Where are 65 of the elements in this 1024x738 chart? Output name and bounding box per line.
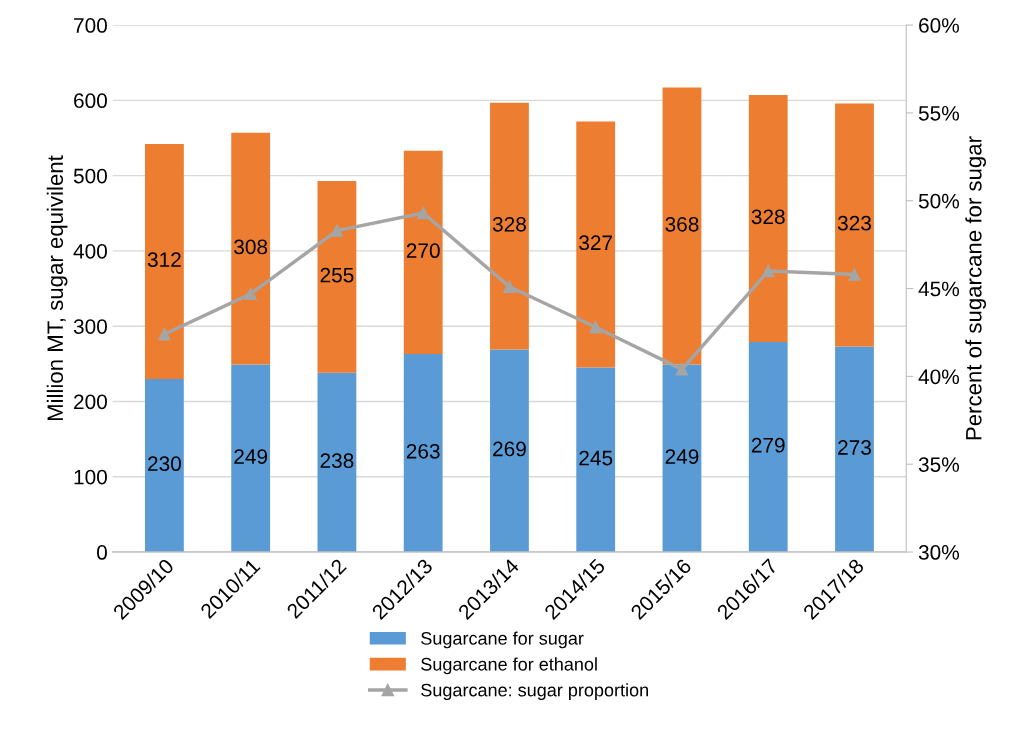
bar xyxy=(835,103,874,347)
y-tick-label: 0 xyxy=(97,545,107,560)
y2-tick-label: 30% xyxy=(918,545,959,560)
y2-tick-label: 55% xyxy=(918,106,959,121)
point xyxy=(158,327,171,341)
y-tick-label: 300 xyxy=(73,319,107,334)
y2-tick-label: 45% xyxy=(918,281,959,297)
y-tick-label: 200 xyxy=(74,394,107,410)
data-label: 238 xyxy=(320,453,354,469)
data-label: 255 xyxy=(320,267,354,283)
point xyxy=(675,363,689,376)
bar xyxy=(748,95,788,342)
bar xyxy=(403,354,443,553)
y-tick-label: 600 xyxy=(74,93,107,109)
y-tick-label: 400 xyxy=(73,243,107,259)
bar xyxy=(231,132,271,365)
bar xyxy=(403,150,443,355)
bar xyxy=(317,372,357,553)
data-label: 230 xyxy=(148,456,181,472)
data-label: 327 xyxy=(579,235,613,251)
data-label: 279 xyxy=(751,437,785,453)
data-label: 328 xyxy=(492,216,526,232)
bar xyxy=(490,102,529,350)
data-label: 269 xyxy=(493,441,526,457)
data-label: 270 xyxy=(406,243,440,259)
point xyxy=(848,268,861,281)
bar xyxy=(662,87,702,365)
point xyxy=(330,224,344,237)
data-label: 263 xyxy=(406,443,440,459)
bar xyxy=(490,349,529,553)
data-label: 308 xyxy=(234,239,268,255)
y-tick-label: 500 xyxy=(73,168,107,184)
legend-label: Sugarcane for ethanol xyxy=(421,657,597,675)
y2-tick-label: 60% xyxy=(919,18,959,33)
bar xyxy=(835,346,874,553)
y2-tick-label: 40% xyxy=(918,369,959,385)
legend-label: Sugarcane for sugar xyxy=(421,631,584,649)
point xyxy=(589,320,602,334)
bar xyxy=(576,367,616,553)
bar xyxy=(576,121,616,368)
y2-tick-label: 50% xyxy=(918,193,959,209)
data-label: 328 xyxy=(751,209,785,225)
point xyxy=(761,264,775,278)
point xyxy=(416,206,430,220)
legend-label: Sugarcane: sugar proportion xyxy=(421,683,648,701)
y-tick-label: 700 xyxy=(74,18,107,33)
y2-tick-label: 35% xyxy=(918,457,959,472)
bar xyxy=(231,364,271,553)
y-tick-label: 100 xyxy=(74,469,107,485)
bar xyxy=(748,342,788,553)
data-label: 323 xyxy=(837,215,871,231)
bar xyxy=(144,378,184,553)
data-label: 245 xyxy=(579,450,613,466)
data-label: 249 xyxy=(234,449,268,464)
point xyxy=(244,287,257,301)
y2-axis-title: Percent of sugarcane for sugar xyxy=(965,136,987,440)
bar xyxy=(317,180,357,373)
data-label: 312 xyxy=(147,252,181,268)
data-label: 249 xyxy=(665,449,699,464)
y-axis-title: Million MT, sugar equivilent xyxy=(46,155,68,421)
bar xyxy=(144,144,184,379)
data-label: 273 xyxy=(838,440,871,455)
point xyxy=(503,280,516,294)
data-label: 368 xyxy=(665,216,699,232)
bar xyxy=(662,364,702,553)
